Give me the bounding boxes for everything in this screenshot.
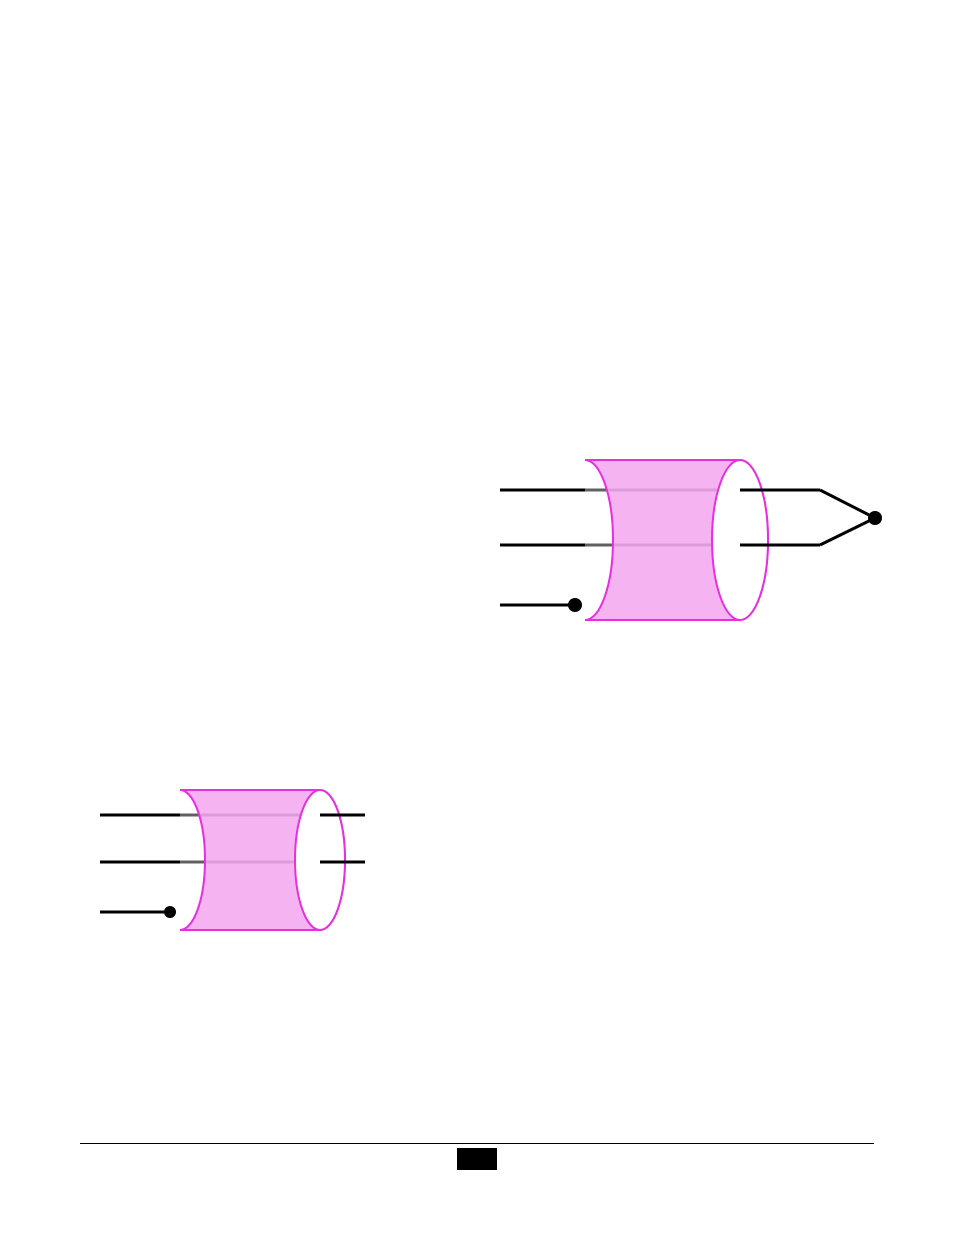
- bottom-dot-2: [164, 906, 176, 918]
- cylinder-bottom-left: [100, 790, 365, 930]
- join-top-to-apex: [820, 490, 875, 518]
- apex-dot: [868, 511, 882, 525]
- bottom-dot: [568, 598, 582, 612]
- cylinder-right-end-2: [295, 790, 345, 930]
- footer-rule: [80, 1143, 874, 1144]
- join-mid-to-apex: [820, 518, 875, 545]
- cylinder-body: [585, 460, 768, 620]
- cylinder-top-right: [500, 460, 882, 620]
- cylinder-right-end: [712, 460, 768, 620]
- diagram-canvas: [0, 0, 954, 1235]
- cylinder-body-2: [180, 790, 345, 930]
- page-number-box: [457, 1148, 497, 1170]
